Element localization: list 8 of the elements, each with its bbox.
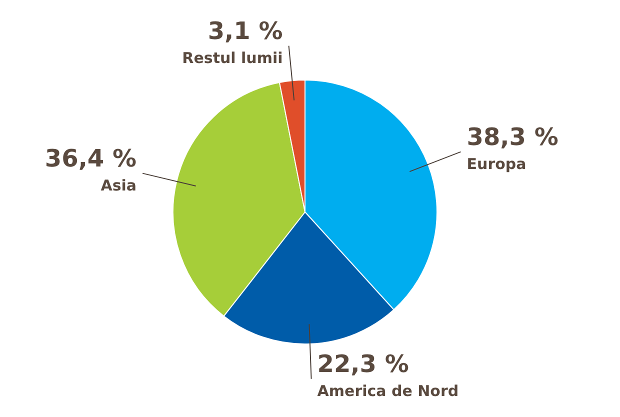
data-label: 36,4 % bbox=[44, 144, 137, 172]
slice-label: Restul lumii bbox=[182, 48, 283, 67]
slice-label: America de Nord bbox=[317, 382, 459, 400]
slice-label: Europa bbox=[466, 154, 526, 173]
slice-label: Asia bbox=[100, 176, 137, 194]
data-label: 22,3 % bbox=[317, 350, 409, 378]
data-label: 38,3 % bbox=[466, 122, 558, 151]
data-label: 3,1 % bbox=[208, 16, 283, 45]
